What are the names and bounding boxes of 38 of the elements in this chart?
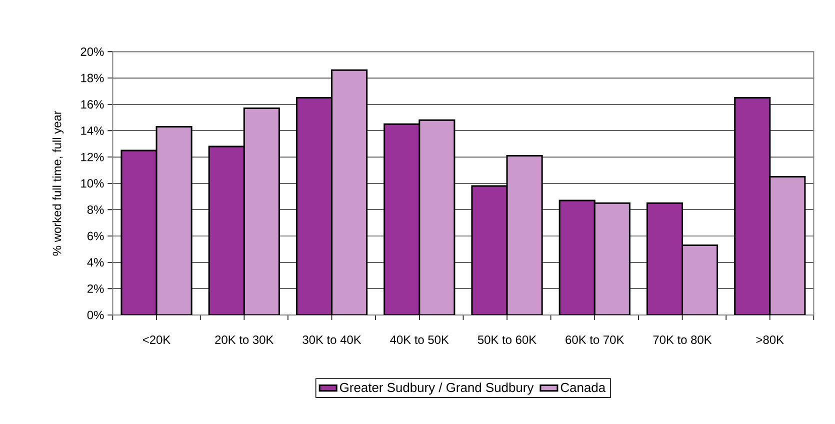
y-tick-label: 18% [81, 74, 104, 82]
bar [121, 150, 157, 315]
bar [734, 97, 771, 315]
legend-label: Canada [560, 382, 606, 392]
y-tick-label: 4% [87, 258, 104, 267]
bar [244, 108, 280, 315]
y-tick-label: 0% [87, 310, 104, 320]
y-tick-label: 6% [88, 232, 104, 240]
bar [560, 200, 595, 315]
bar [507, 156, 542, 315]
y-tick-label: 8% [87, 205, 104, 214]
bar [419, 120, 454, 315]
y-tick-label: 12% [81, 152, 104, 162]
x-tick-label: 20K to 30K [215, 336, 274, 344]
y-tick-label: 16% [81, 100, 104, 109]
y-tick-label: 2% [88, 284, 104, 293]
bar [769, 176, 806, 315]
bar [647, 203, 682, 315]
x-tick-label: <20K [142, 336, 171, 344]
bar [209, 146, 244, 315]
legend-label: Greater Sudbury / Grand Sudbury [340, 382, 534, 395]
y-axis-title: % worked full time, full year [52, 110, 64, 256]
y-tick-label: 20% [80, 47, 104, 56]
x-tick-label: 60K to 70K [566, 336, 624, 344]
x-tick-label: 30K to 40K [302, 336, 362, 344]
x-tick-label: 40K to 50K [390, 336, 449, 344]
bar [472, 186, 508, 315]
bar [296, 98, 332, 315]
bar [156, 126, 192, 315]
bar [384, 124, 420, 315]
bar [594, 203, 630, 315]
x-tick-label: 70K to 80K [653, 336, 712, 344]
bar [332, 70, 367, 315]
y-tick-label: 14% [81, 126, 104, 135]
y-tick-label: 10% [81, 179, 104, 188]
bar [682, 245, 718, 315]
x-tick-label: >80K [756, 336, 784, 344]
x-tick-label: 50K to 60K [478, 336, 536, 344]
